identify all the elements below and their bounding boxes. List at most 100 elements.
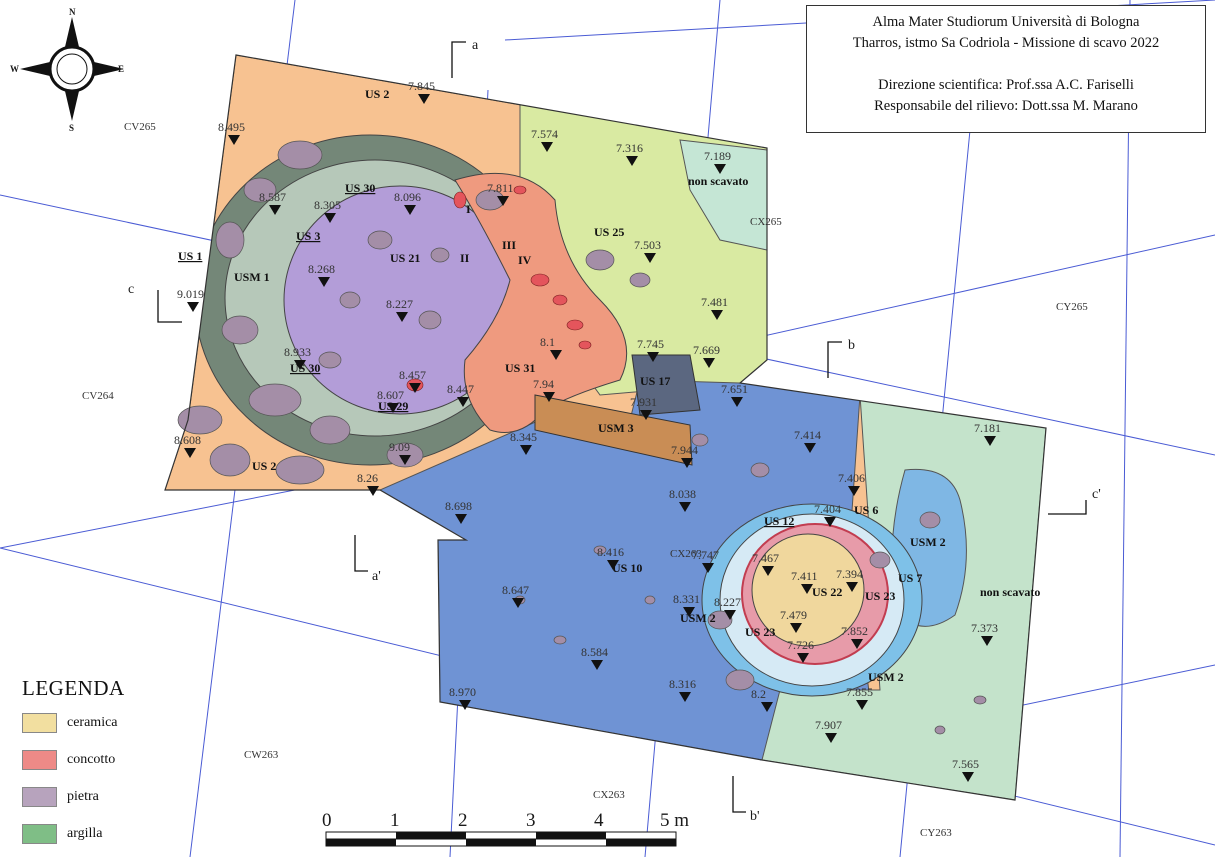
us-label: US 17 [640, 374, 670, 388]
elevation-label: 8.608 [174, 433, 201, 447]
section-label: b [848, 338, 855, 353]
elevation-marker [856, 700, 868, 710]
elevation-label: 8.584 [581, 645, 608, 659]
elevation-label: 7.931 [630, 395, 657, 409]
elevation-marker [409, 383, 421, 393]
elevation-marker [396, 312, 408, 322]
elevation-label: 7.852 [841, 624, 868, 638]
elevation-marker [626, 156, 638, 166]
us-label: I [466, 202, 471, 216]
elevation-marker [228, 135, 240, 145]
us-label: non scavato [688, 174, 748, 188]
scale-tick: 0 [322, 810, 332, 831]
us-label: US 6 [854, 503, 878, 517]
us-label: IV [518, 253, 532, 267]
us-label: US 2 [365, 87, 389, 101]
elevation-marker [418, 94, 430, 104]
us-label: US 30 [290, 361, 320, 375]
elevation-marker [981, 636, 993, 646]
elevation-label: 8.268 [308, 262, 335, 276]
section-labels: a a' b b' c c' [128, 38, 1101, 824]
section-label: b' [750, 809, 760, 824]
us-label: USM 2 [868, 670, 904, 684]
site-outline [164, 54, 1047, 801]
elevation-marker [455, 514, 467, 524]
legend-label: ceramica [67, 715, 118, 730]
elevation-marker [703, 358, 715, 368]
us-label: non scavato [980, 585, 1040, 599]
elevation-label: 7.811 [487, 181, 514, 195]
concotto-bits [406, 185, 592, 392]
legend: LEGENDA ceramica concotto pietra argilla [22, 676, 125, 861]
section-markers [157, 41, 1087, 813]
elevation-marker [512, 598, 524, 608]
us-label: II [460, 251, 470, 265]
legend-swatch [22, 787, 57, 807]
elevation-label: 8.345 [510, 430, 537, 444]
elevation-label: 8.227 [714, 595, 741, 609]
elevation-label: 7.565 [952, 757, 979, 771]
grid-label: CX263 [670, 548, 702, 560]
grid-label: CY265 [1056, 301, 1088, 313]
section-label: a [472, 38, 479, 53]
elevation-label: 7.481 [701, 295, 728, 309]
elevation-label: 7.669 [693, 343, 720, 357]
elevation-marker [984, 436, 996, 446]
us-label: US 25 [594, 225, 624, 239]
elevation-label: 8.096 [394, 190, 421, 204]
elevation-label: 8.698 [445, 499, 472, 513]
title-line: Direzione scientifica: Prof.ssa A.C. Far… [878, 77, 1134, 93]
elevation-marker [520, 445, 532, 455]
elevation-marker [731, 397, 743, 407]
legend-item: pietra [22, 787, 125, 807]
elevation-label: 7.574 [531, 127, 558, 141]
elevation-marker [294, 360, 306, 370]
elevation-marker [187, 302, 199, 312]
us-label: US 22 [812, 585, 842, 599]
elevation-marker [550, 350, 562, 360]
elevation-label: 8.26 [357, 471, 378, 485]
elevation-label: 8.495 [218, 120, 245, 134]
elevation-label: 7.479 [780, 608, 807, 622]
elevation-label: 7.181 [974, 421, 1001, 435]
us-label: US 21 [390, 251, 420, 265]
elevation-label: 8.316 [669, 677, 696, 691]
compass-s: S [69, 123, 74, 133]
title-line: Tharros, istmo Sa Codriola - Missione di… [852, 35, 1160, 51]
scale-tick: 5 m [660, 810, 689, 831]
scale-tick: 4 [594, 810, 604, 831]
legend-label: concotto [67, 752, 116, 767]
compass-w: W [10, 64, 19, 74]
elevation-marker [797, 653, 809, 663]
elevation-label: 8.970 [449, 685, 476, 699]
elevation-label: 7.845 [408, 79, 435, 93]
elevation-marker [762, 566, 774, 576]
elevation-marker [541, 142, 553, 152]
elevation-marker [640, 410, 652, 420]
elevation-marker [846, 582, 858, 592]
elevation-marker [269, 205, 281, 215]
elevation-label: 7.414 [794, 428, 821, 442]
scale-bar: 0 1 2 3 4 5 m [322, 810, 689, 847]
grid-label: CX263 [593, 789, 625, 801]
elevation-marker [790, 623, 802, 633]
us-label: US 2 [252, 459, 276, 473]
legend-label: pietra [67, 789, 99, 804]
elevation-marker [457, 397, 469, 407]
elevation-label: 8.227 [386, 297, 413, 311]
us-label: US 23 [865, 589, 895, 603]
elevation-label: 7.316 [616, 141, 643, 155]
elevation-marker [404, 205, 416, 215]
legend-swatch [22, 750, 57, 770]
elevation-marker [399, 455, 411, 465]
elevation-marker [607, 560, 619, 570]
elevation-label: 8.457 [399, 368, 426, 382]
elevation-label: 7.503 [634, 238, 661, 252]
elevation-marker [714, 164, 726, 174]
elevation-label: 8.607 [377, 388, 404, 402]
elevation-label: 9.09 [389, 440, 410, 454]
us-label: US 1 [178, 249, 202, 263]
elevation-marker [387, 403, 399, 413]
elevation-label: 7.651 [721, 382, 748, 396]
